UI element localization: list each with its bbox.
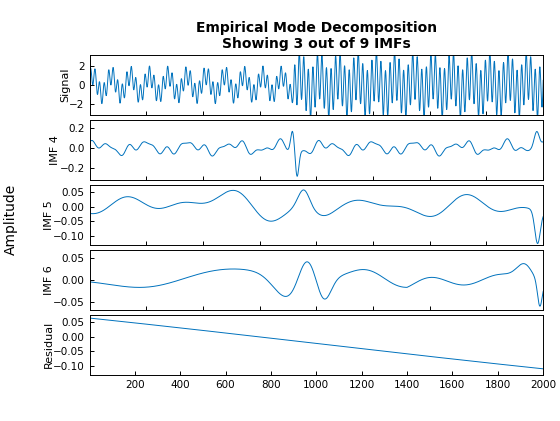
Y-axis label: Residual: Residual: [44, 321, 54, 368]
Y-axis label: IMF 4: IMF 4: [50, 135, 60, 165]
Text: Amplitude: Amplitude: [4, 183, 18, 255]
Y-axis label: IMF 6: IMF 6: [44, 265, 54, 295]
Y-axis label: IMF 5: IMF 5: [44, 200, 54, 229]
Title: Empirical Mode Decomposition
Showing 3 out of 9 IMFs: Empirical Mode Decomposition Showing 3 o…: [196, 21, 437, 51]
Y-axis label: Signal: Signal: [60, 67, 70, 102]
